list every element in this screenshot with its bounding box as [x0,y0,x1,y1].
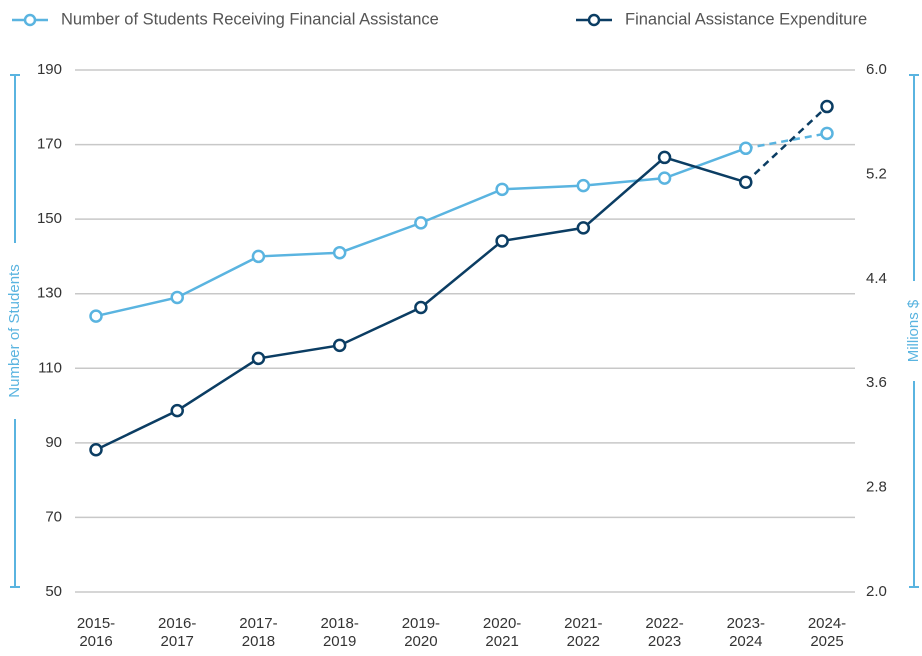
point-marker [251,249,266,264]
point-marker [89,443,103,457]
y-tick-label: 130 [37,285,62,302]
y-tick-label: 70 [45,508,62,525]
y-tick-label: 50 [45,583,62,600]
y-tick-label: 150 [37,210,62,227]
point-marker [495,182,509,197]
x-tick-label: 2023-2024 [726,615,765,650]
y2-tick-label: 5.2 [866,165,887,182]
y2-tick-label: 6.0 [866,61,887,78]
x-tick-label: 2018-2019 [320,615,359,650]
point-marker [170,290,184,305]
y-axis-title: Number of Students [6,264,23,397]
point-marker [251,351,266,366]
y-tick-label: 110 [38,359,62,376]
x-tick-label: 2021-2022 [564,615,603,650]
point-marker [657,150,672,165]
point-marker [739,175,753,189]
y2-axis-title: Millions $ [905,299,922,362]
point-marker [576,178,591,193]
point-marker [495,234,509,248]
point-marker [820,99,834,114]
point-marker [89,309,103,323]
y-tick-label: 170 [37,136,62,153]
x-tick-label: 2022-2023 [645,615,684,650]
x-tick-label: 2020-2021 [482,615,522,650]
point-marker [414,300,428,315]
legend-label: Financial Assistance Expenditure [625,10,867,28]
legend-marker [23,13,37,27]
point-marker [414,216,428,230]
point-marker [332,245,347,260]
point-marker [820,126,834,141]
x-tick-label: 2016-2017 [158,615,197,650]
point-marker [739,141,753,156]
y2-tick-label: 3.6 [866,374,887,391]
x-tick-label: 2024-2025 [807,615,847,650]
x-tick-label: 2017-2018 [239,615,278,650]
series-line [95,147,747,318]
y2-tick-label: 4.4 [866,270,887,287]
series-line-dashed [744,105,828,184]
x-tick-label: 2019-2020 [401,615,441,650]
point-marker [576,221,591,235]
legend-marker [587,13,601,27]
point-marker [170,403,184,418]
y2-tick-label: 2.0 [866,583,887,600]
series-line-dashed [745,132,828,150]
point-marker [657,171,672,185]
y2-tick-label: 2.8 [866,479,887,496]
legend-label: Number of Students Receiving Financial A… [61,10,439,28]
point-marker [332,338,347,353]
y-tick-label: 190 [37,61,62,78]
x-tick-label: 2015-2016 [76,615,116,650]
y-tick-label: 90 [45,434,62,451]
